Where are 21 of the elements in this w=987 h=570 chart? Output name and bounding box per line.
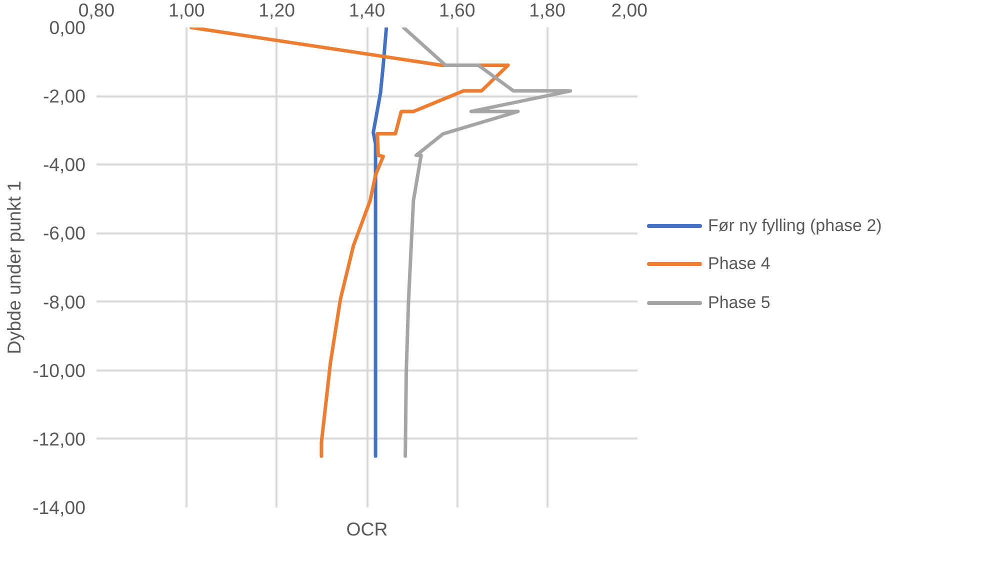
y-axis-title: Dybde under punkt 1 — [4, 180, 25, 354]
y-tick-label: -14,00 — [32, 497, 86, 518]
x-tick-label: 1,00 — [168, 0, 205, 20]
y-tick-label: -10,00 — [32, 360, 86, 381]
x-tick-label: 1,20 — [258, 0, 295, 20]
x-tick-label: 1,40 — [348, 0, 386, 20]
x-axis-title: OCR — [346, 518, 388, 540]
line-series — [402, 28, 572, 458]
y-tick-label: -6,00 — [42, 222, 86, 244]
line-series — [189, 28, 510, 458]
y-tick-label: -12,00 — [32, 428, 86, 450]
y-tick-label: -4,00 — [42, 154, 86, 176]
y-tick-label: -8,00 — [42, 291, 86, 312]
legend-label: Phase 4 — [708, 253, 770, 276]
line-series — [372, 28, 388, 458]
y-tick-label: -2,00 — [42, 86, 86, 107]
legend-label: Phase 5 — [708, 292, 770, 314]
x-tick-label: 1,60 — [439, 0, 476, 20]
x-tick-label: 1,80 — [529, 0, 566, 20]
x-tick-label: 2,00 — [611, 0, 648, 20]
legend-label: Før ny fylling (phase 2) — [708, 215, 882, 237]
